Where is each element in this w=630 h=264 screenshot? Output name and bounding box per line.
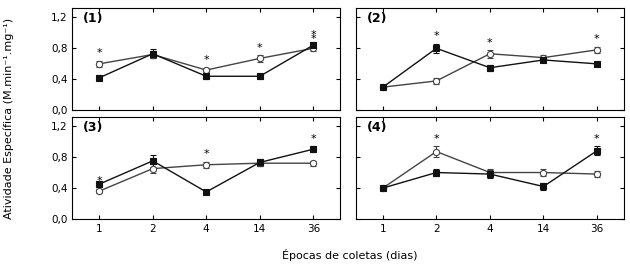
Text: (3): (3) (83, 121, 103, 134)
Text: (1): (1) (83, 12, 104, 25)
Text: *: * (96, 48, 102, 58)
Text: *: * (594, 34, 600, 44)
Text: (2): (2) (367, 12, 387, 25)
Text: *: * (257, 43, 263, 53)
Text: *: * (203, 55, 209, 65)
Text: *: * (433, 31, 439, 41)
Text: *: * (487, 37, 493, 48)
Text: *: * (96, 177, 102, 186)
Legend: PNI, PI: PNI, PI (484, 12, 588, 31)
Text: *: * (433, 134, 439, 144)
Text: *: * (203, 149, 209, 159)
Text: *: * (311, 30, 316, 40)
Text: *: * (311, 34, 316, 44)
Text: Épocas de coletas (dias): Épocas de coletas (dias) (282, 249, 418, 261)
Text: *: * (311, 134, 316, 144)
Text: *: * (594, 134, 600, 144)
Text: (4): (4) (367, 121, 387, 134)
Text: Atividade Específica (M.min⁻¹.mg⁻¹): Atividade Específica (M.min⁻¹.mg⁻¹) (3, 18, 14, 219)
